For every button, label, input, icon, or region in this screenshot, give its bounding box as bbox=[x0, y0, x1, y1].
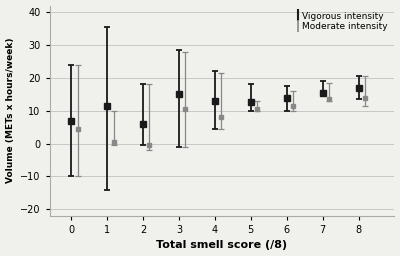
Y-axis label: Volume (METs x hours/week): Volume (METs x hours/week) bbox=[6, 38, 14, 184]
Legend: Vigorous intensity, Moderate intensity: Vigorous intensity, Moderate intensity bbox=[294, 10, 390, 33]
X-axis label: Total smell score (/8): Total smell score (/8) bbox=[156, 240, 288, 250]
